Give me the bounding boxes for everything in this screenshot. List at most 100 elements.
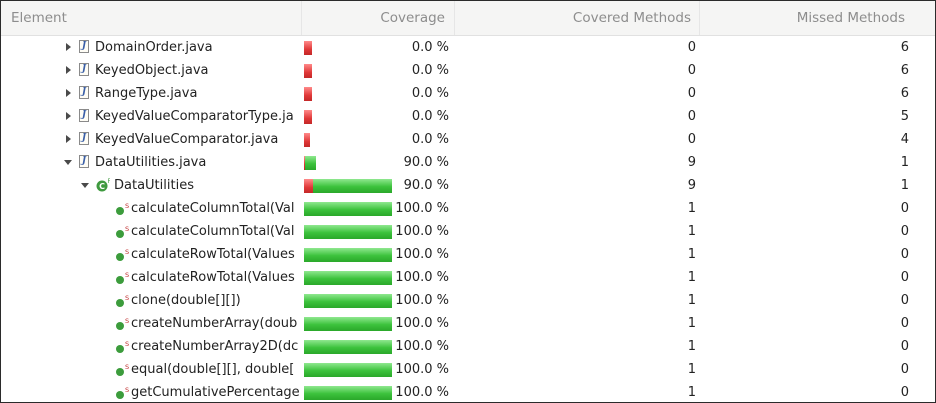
coverage-bar bbox=[304, 87, 312, 101]
table-row[interactable]: CFDataUtilities90.0 %91 bbox=[1, 174, 935, 197]
coverage-bar bbox=[304, 179, 392, 193]
column-divider[interactable] bbox=[301, 1, 302, 35]
coverage-bar bbox=[304, 110, 312, 124]
table-row[interactable]: J KeyedValueComparator.java 0.0 % 0 4 bbox=[1, 128, 935, 151]
coverage-percent: 100.0 % bbox=[395, 316, 449, 331]
table-row[interactable]: J KeyedObject.java 0.0 % 0 6 bbox=[1, 59, 935, 82]
covered-segment bbox=[304, 225, 392, 239]
covered-methods-value: 1 bbox=[687, 362, 696, 377]
coverage-percent: 0.0 % bbox=[411, 132, 449, 147]
static-method-icon: S bbox=[116, 294, 129, 307]
collapse-arrow-icon[interactable] bbox=[63, 36, 75, 59]
file-name: RangeType.java bbox=[95, 86, 198, 101]
missed-methods-value: 0 bbox=[900, 224, 909, 239]
missed-segment bbox=[304, 179, 313, 193]
covered-segment bbox=[313, 179, 392, 193]
covered-segment bbox=[304, 294, 392, 308]
method-name: calculateRowTotal(Values bbox=[131, 247, 295, 262]
covered-segment bbox=[304, 271, 392, 285]
collapse-arrow-icon[interactable] bbox=[63, 105, 75, 128]
collapse-arrow-icon[interactable] bbox=[63, 82, 75, 105]
java-file-icon: J bbox=[79, 155, 89, 168]
coverage-percent: 100.0 % bbox=[395, 270, 449, 285]
static-method-icon: S bbox=[116, 225, 129, 238]
static-method-icon: S bbox=[116, 340, 129, 353]
method-name: createNumberArray2D(dc bbox=[131, 339, 299, 354]
static-method-icon: S bbox=[116, 317, 129, 330]
covered-segment bbox=[304, 340, 392, 354]
missed-methods-value: 0 bbox=[900, 201, 909, 216]
coverage-tree: J DomainOrder.java 0.0 % 0 6 J KeyedObject.jav… bbox=[1, 36, 935, 402]
missed-segment bbox=[304, 87, 312, 101]
svg-text:F: F bbox=[108, 178, 111, 185]
static-method-icon: S bbox=[116, 386, 129, 399]
column-header-bar: Element Coverage Covered Methods Missed … bbox=[1, 1, 935, 36]
covered-methods-value: 9 bbox=[687, 178, 696, 193]
svg-text:S: S bbox=[125, 202, 129, 210]
covered-segment bbox=[304, 386, 392, 400]
covered-methods-value: 1 bbox=[687, 247, 696, 262]
column-divider[interactable] bbox=[699, 1, 700, 35]
java-file-icon: J bbox=[79, 63, 89, 76]
element-column-header[interactable]: Element bbox=[11, 10, 67, 26]
table-row[interactable]: J DomainOrder.java 0.0 % 0 6 bbox=[1, 36, 935, 59]
covered-segment bbox=[304, 317, 392, 331]
missed-methods-value: 0 bbox=[900, 270, 909, 285]
coverage-percent: 90.0 % bbox=[403, 155, 449, 170]
coverage-bar bbox=[304, 41, 312, 55]
static-method-icon: S bbox=[116, 248, 129, 261]
svg-text:S: S bbox=[125, 294, 129, 302]
missed-methods-value: 4 bbox=[900, 132, 909, 147]
covered-segment bbox=[304, 248, 392, 262]
covered-methods-value: 0 bbox=[687, 109, 696, 124]
collapse-arrow-icon[interactable] bbox=[63, 128, 75, 151]
column-divider[interactable] bbox=[454, 1, 455, 35]
table-row[interactable]: J DataUtilities.java 90.0 % 9 1 bbox=[1, 151, 935, 174]
svg-text:S: S bbox=[125, 363, 129, 371]
coverage-bar bbox=[304, 202, 392, 216]
method-name: equal(double[][], double[ bbox=[131, 362, 295, 377]
covered-segment bbox=[304, 202, 392, 216]
expand-arrow-icon[interactable] bbox=[63, 151, 75, 174]
missed-segment bbox=[304, 64, 312, 78]
coverage-percent: 100.0 % bbox=[395, 362, 449, 377]
static-method-icon: S bbox=[116, 363, 129, 376]
method-name: createNumberArray(doub bbox=[131, 316, 298, 331]
coverage-column-header[interactable]: Coverage bbox=[380, 10, 445, 26]
missed-methods-value: 1 bbox=[900, 178, 909, 193]
coverage-bar bbox=[304, 271, 392, 285]
covered-methods-value: 9 bbox=[687, 155, 696, 170]
coverage-bar bbox=[304, 248, 392, 262]
file-name: DataUtilities.java bbox=[95, 155, 207, 170]
static-method-icon: S bbox=[116, 202, 129, 215]
table-row[interactable]: J RangeType.java 0.0 % 0 6 bbox=[1, 82, 935, 105]
table-row[interactable]: J KeyedValueComparatorType.ja 0.0 % 0 5 bbox=[1, 105, 935, 128]
missed-methods-column-header[interactable]: Missed Methods bbox=[796, 10, 905, 26]
missed-methods-value: 1 bbox=[900, 155, 909, 170]
missed-methods-value: 6 bbox=[900, 63, 909, 78]
svg-text:C: C bbox=[99, 182, 105, 191]
covered-methods-value: 1 bbox=[687, 385, 696, 400]
missed-methods-value: 0 bbox=[900, 316, 909, 331]
coverage-percent: 100.0 % bbox=[395, 385, 449, 400]
missed-methods-value: 0 bbox=[900, 293, 909, 308]
coverage-bar bbox=[304, 340, 392, 354]
missed-methods-value: 6 bbox=[900, 40, 909, 55]
collapse-arrow-icon[interactable] bbox=[63, 59, 75, 82]
missed-segment bbox=[304, 156, 305, 170]
java-file-icon: J bbox=[79, 109, 89, 122]
covered-methods-column-header[interactable]: Covered Methods bbox=[572, 10, 691, 26]
coverage-bar bbox=[304, 363, 392, 377]
expand-arrow-icon[interactable] bbox=[80, 174, 92, 197]
covered-methods-value: 1 bbox=[687, 224, 696, 239]
